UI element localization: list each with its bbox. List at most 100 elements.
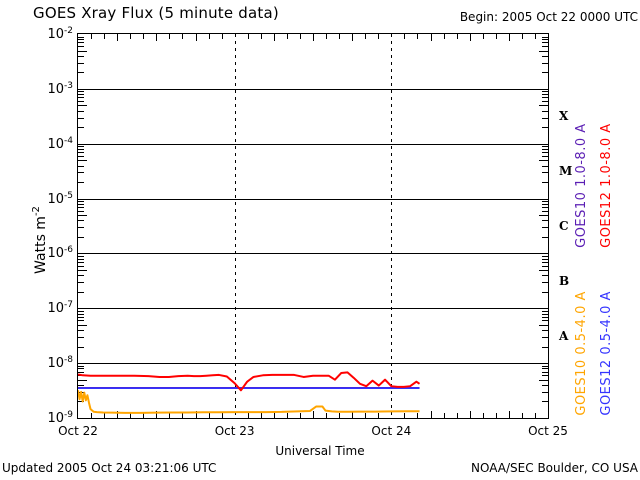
y-minor-tick — [542, 72, 548, 74]
plot-area: 10-2 10-3 10-4 10-5 10-6 10-7 10-8 10-9 Oct 22 Oc… — [47, 26, 614, 438]
y-minor-tick — [78, 97, 84, 99]
x-minor-tick — [326, 34, 328, 39]
x-minor-tick — [247, 413, 249, 418]
y-axis-title-exponent: -2 — [31, 206, 43, 217]
x-minor-tick — [104, 413, 106, 418]
x-minor-tick — [195, 34, 197, 41]
y-minor-tick — [542, 391, 548, 393]
y-axis-tick-label: 10-9 — [47, 410, 73, 426]
x-minor-tick — [143, 34, 145, 39]
x-minor-tick — [482, 413, 484, 418]
y-minor-tick — [542, 117, 548, 119]
y-minor-tick — [78, 227, 84, 229]
y-minor-tick — [78, 384, 84, 386]
y-tick-exponent: -2 — [64, 25, 73, 36]
y-minor-tick — [542, 275, 548, 277]
y-minor-tick — [542, 330, 548, 332]
x-minor-tick — [117, 411, 119, 418]
y-minor-tick — [542, 203, 548, 205]
y-minor-tick — [542, 91, 548, 93]
y-minor-tick — [542, 97, 548, 99]
y-minor-tick — [539, 324, 548, 326]
y-minor-tick — [78, 282, 84, 284]
y-tick-mantissa: 10 — [47, 356, 65, 372]
x-minor-tick — [156, 34, 158, 41]
y-minor-tick — [78, 346, 84, 348]
y-minor-tick — [542, 94, 548, 96]
y-minor-tick — [542, 172, 548, 174]
y-minor-tick — [542, 127, 548, 129]
x-minor-tick — [286, 413, 288, 418]
x-minor-tick — [156, 411, 158, 418]
y-minor-tick — [542, 375, 548, 377]
y-minor-tick — [78, 105, 87, 107]
y-minor-tick — [78, 401, 84, 403]
day-boundary-gridline — [234, 34, 236, 418]
y-minor-tick — [78, 269, 87, 271]
x-minor-tick — [169, 413, 171, 418]
y-minor-tick — [78, 371, 84, 373]
x-axis-tick-label: Oct 22 — [58, 424, 98, 438]
y-minor-tick — [78, 215, 87, 217]
x-minor-tick — [91, 34, 93, 39]
y-minor-tick — [542, 146, 548, 148]
y-tick-mantissa: 10 — [47, 301, 65, 317]
y-tick-exponent: -7 — [64, 300, 73, 311]
y-minor-tick — [542, 384, 548, 386]
x-minor-tick — [365, 413, 367, 418]
x-minor-tick — [195, 411, 197, 418]
y-minor-tick — [78, 46, 84, 48]
x-minor-tick — [430, 34, 432, 41]
y-minor-tick — [78, 94, 84, 96]
y-minor-tick — [542, 201, 548, 203]
x-minor-tick — [378, 413, 380, 418]
y-minor-tick — [542, 210, 548, 212]
credit-label: NOAA/SEC Boulder, CO USA — [471, 461, 638, 475]
x-axis-title: Universal Time — [275, 444, 365, 458]
y-tick-mantissa: 10 — [47, 246, 65, 262]
page-title: GOES Xray Flux (5 minute data) — [33, 4, 279, 22]
y-minor-tick — [542, 320, 548, 322]
y-minor-tick — [542, 110, 548, 112]
x-minor-tick — [365, 34, 367, 39]
y-tick-mantissa: 10 — [47, 191, 65, 207]
x-minor-tick — [130, 34, 132, 39]
y-minor-tick — [78, 207, 84, 209]
x-minor-tick — [208, 34, 210, 39]
y-minor-tick — [78, 127, 84, 129]
y-tick-exponent: -6 — [64, 245, 73, 256]
x-minor-tick — [430, 411, 432, 418]
y-minor-tick — [542, 36, 548, 38]
x-minor-tick — [456, 34, 458, 39]
y-tick-exponent: -3 — [64, 80, 73, 91]
y-minor-tick — [542, 316, 548, 318]
x-minor-tick — [378, 34, 380, 39]
legend-label-goes10-long: GOES10 1.0-8.0 A — [574, 123, 589, 248]
y-minor-tick — [542, 149, 548, 151]
y-minor-tick — [78, 261, 84, 263]
y-minor-tick — [542, 42, 548, 44]
y-minor-tick — [78, 275, 84, 277]
x-minor-tick — [404, 413, 406, 418]
x-minor-tick — [521, 34, 523, 39]
y-minor-tick — [539, 160, 548, 162]
y-minor-tick — [78, 165, 84, 167]
y-minor-tick — [78, 291, 84, 293]
x-minor-tick — [456, 413, 458, 418]
legend-label-goes12-short: GOES12 0.5-4.0 A — [599, 290, 614, 416]
x-minor-tick — [469, 411, 471, 418]
y-minor-tick — [542, 182, 548, 184]
y-minor-tick — [78, 324, 87, 326]
x-minor-tick — [469, 34, 471, 41]
y-minor-tick — [78, 265, 84, 267]
y-axis-tick-label: 10-8 — [47, 355, 73, 371]
flare-class-label-m: M — [559, 164, 573, 179]
y-tick-mantissa: 10 — [47, 411, 65, 427]
y-axis-title: Watts m-2 — [31, 206, 49, 274]
y-minor-tick — [542, 220, 548, 222]
y-minor-tick — [542, 207, 548, 209]
y-axis-tick-label: 10-4 — [47, 136, 73, 152]
x-minor-tick — [534, 413, 536, 418]
y-minor-tick — [78, 203, 84, 205]
